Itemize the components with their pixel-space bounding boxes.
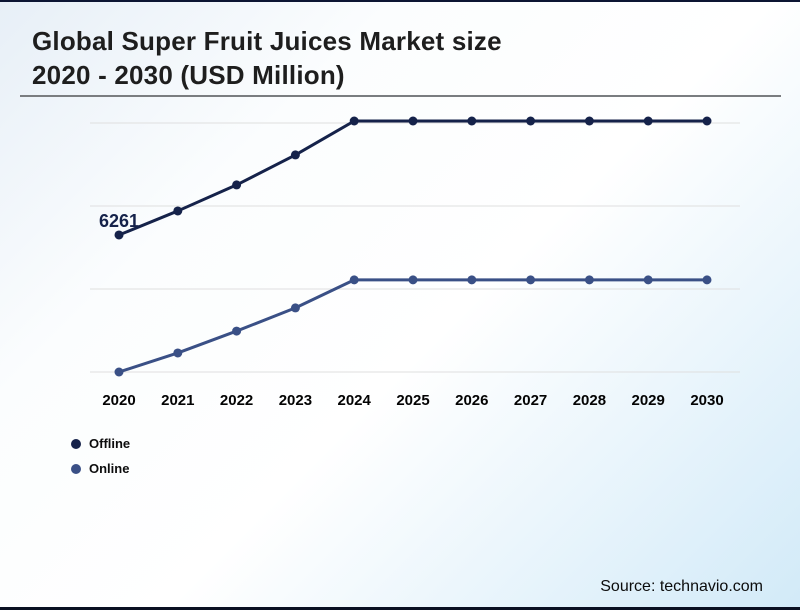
x-axis-label-2021: 2021 <box>161 392 194 409</box>
point-data-label: 6261 <box>99 211 139 231</box>
data-point-offline-2026 <box>467 116 477 126</box>
x-axis-label-2023: 2023 <box>279 392 312 409</box>
title-divider <box>20 95 781 97</box>
page-title: Global Super Fruit Juices Market size 20… <box>32 24 502 92</box>
x-axis-label-2029: 2029 <box>632 392 665 409</box>
data-point-offline-2022 <box>232 180 242 190</box>
data-point-online-2021 <box>173 348 183 358</box>
page-title-line2: 2020 - 2030 (USD Million) <box>32 60 345 90</box>
data-point-offline-2023 <box>290 150 300 160</box>
x-axis-label-2024: 2024 <box>338 392 372 409</box>
data-point-online-2024 <box>349 275 359 285</box>
series-line-online <box>118 278 707 374</box>
data-point-online-2026 <box>467 275 477 285</box>
data-point-online-2025 <box>408 275 418 285</box>
offline-series-dot <box>71 439 81 449</box>
data-point-online-2029 <box>643 275 653 285</box>
x-axis-label-2025: 2025 <box>396 392 429 409</box>
data-point-offline-2024 <box>349 116 359 126</box>
online-series-dot <box>71 464 81 474</box>
data-point-offline-2020 <box>114 230 124 240</box>
x-axis-label-2030: 2030 <box>690 392 723 409</box>
x-axis-label-2027: 2027 <box>514 392 547 409</box>
legend-label-offline: Offline <box>89 436 131 451</box>
data-point-offline-2030 <box>702 116 712 126</box>
data-point-offline-2027 <box>526 116 536 126</box>
data-point-offline-2025 <box>408 116 418 126</box>
data-point-offline-2029 <box>643 116 653 126</box>
chart-legend: Offline Online <box>71 437 130 487</box>
source-attribution: Source: technavio.com <box>600 578 763 595</box>
data-point-online-2023 <box>290 303 300 313</box>
data-point-offline-2028 <box>584 116 594 126</box>
x-axis-label-2028: 2028 <box>573 392 606 409</box>
data-point-online-2020 <box>114 367 124 377</box>
legend-label-online: Online <box>89 461 130 476</box>
data-point-online-2028 <box>584 275 594 285</box>
legend-item-offline: Offline <box>71 437 130 451</box>
data-point-online-2027 <box>526 275 536 285</box>
x-axis-label-2026: 2026 <box>455 392 488 409</box>
series-line-offline <box>118 119 707 237</box>
page-title-line1: Global Super Fruit Juices Market size <box>32 26 502 56</box>
x-axis-label-2020: 2020 <box>102 392 135 409</box>
legend-item-online: Online <box>71 462 130 476</box>
x-axis-label-2022: 2022 <box>220 392 253 409</box>
data-point-online-2022 <box>232 326 242 336</box>
data-point-online-2030 <box>702 275 712 285</box>
data-point-offline-2021 <box>173 206 183 216</box>
